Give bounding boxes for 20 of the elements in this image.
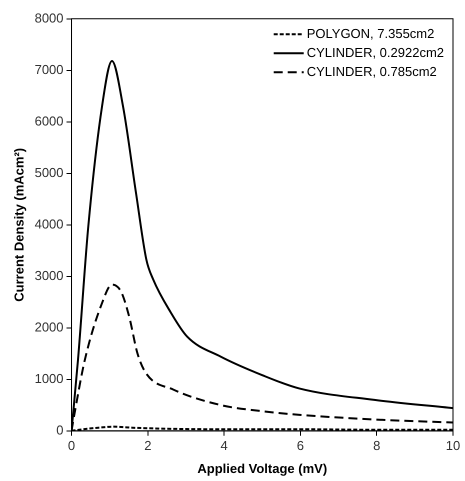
y-tick-label: 2000	[34, 319, 64, 334]
x-tick-label: 10	[446, 438, 460, 454]
x-tick-label: 2	[144, 438, 152, 454]
y-tick-label: 0	[56, 422, 64, 438]
x-tick-label: 8	[373, 438, 380, 454]
y-tick-label: 3000	[34, 268, 64, 283]
y-tick-label: 8000	[34, 10, 64, 26]
y-tick-label: 7000	[34, 62, 64, 77]
x-tick-label: 0	[68, 438, 76, 454]
y-axis-title: Current Density (mAcm²)	[11, 148, 26, 302]
y-tick-label: 4000	[34, 216, 64, 232]
x-tick-label: 6	[296, 438, 304, 454]
y-tick-label: 5000	[34, 164, 64, 180]
legend-label: CYLINDER, 0.2922cm2	[306, 44, 444, 60]
legend-label: POLYGON, 7.355cm2	[306, 26, 434, 41]
y-tick-label: 6000	[34, 113, 64, 128]
x-tick-label: 4	[220, 438, 228, 454]
legend-label: CYLINDER, 0.785cm2	[306, 64, 437, 79]
y-tick-label: 1000	[34, 370, 64, 386]
x-axis-title: Applied Voltage (mV)	[197, 460, 328, 476]
